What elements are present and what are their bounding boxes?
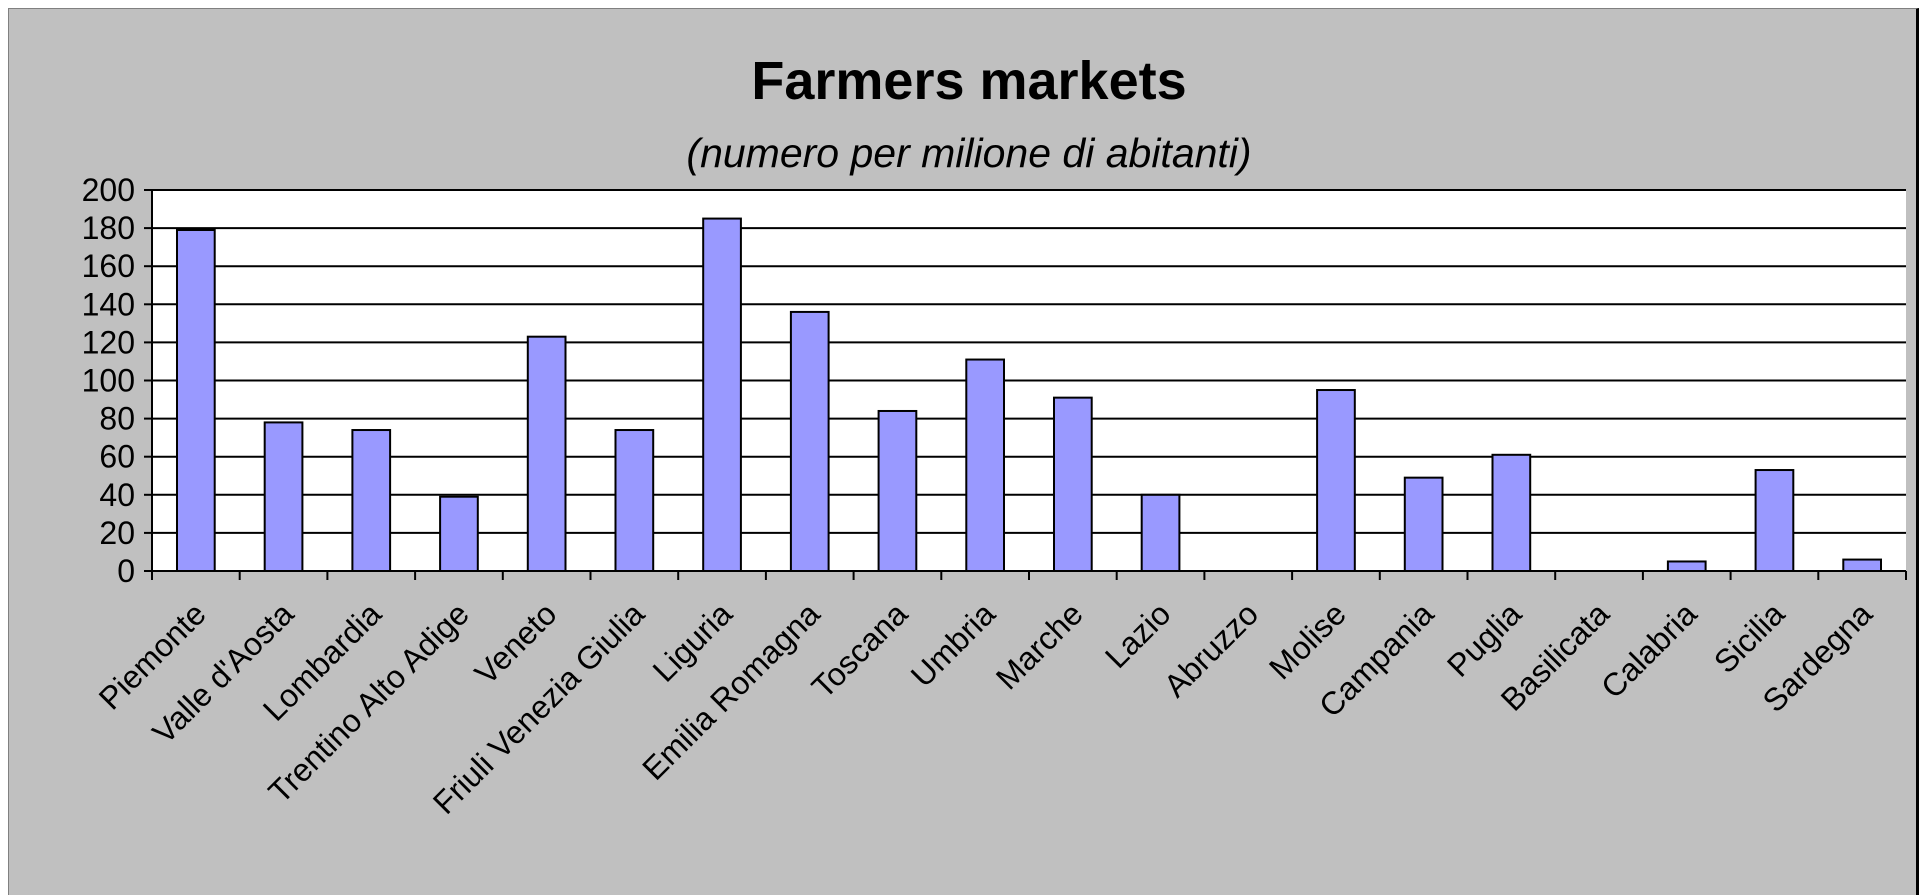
y-tick-label: 200 [82,172,135,208]
bar [439,495,479,572]
bar [1140,493,1181,572]
bar [175,229,216,572]
bar [351,429,392,572]
bar [526,335,567,572]
bar [877,409,918,573]
x-tick-label: Calabria [1594,595,1704,705]
x-tick-label: Toscana [805,595,915,705]
y-tick-label: 40 [99,477,135,513]
y-tick-label: 180 [82,210,135,246]
bar [965,358,1006,573]
bar [789,310,830,572]
bars [175,217,1883,573]
x-tick-label: Marche [989,595,1090,696]
chart-title: Farmers markets [751,51,1186,111]
y-tick-label: 160 [82,248,135,284]
chart-frame: Farmers markets (numero per milione di a… [8,8,1919,895]
bar [1403,476,1444,572]
bar-chart: Farmers markets (numero per milione di a… [82,51,1907,821]
y-tick-label: 80 [99,401,135,437]
x-tick-label: Umbria [904,595,1003,694]
y-tick-label: 0 [117,553,135,589]
bar [1666,560,1707,572]
y-tick-label: 120 [82,324,135,360]
y-tick-label: 140 [82,286,135,322]
y-tick-label: 20 [99,515,135,551]
bar [1491,453,1532,573]
y-tick-label: 100 [82,363,135,399]
bar [702,217,742,572]
grid-lines [152,189,1906,572]
y-tick-label: 60 [99,439,135,475]
chart-subtitle: (numero per milione di abitanti) [686,130,1251,176]
bar [1842,558,1883,573]
x-tick-label: Sicilia [1707,595,1792,680]
bar [1052,396,1093,572]
x-tick-label: Abruzzo [1157,595,1265,703]
bar [1316,389,1356,572]
bar [1754,469,1795,572]
x-tick-label: Lazio [1098,595,1178,675]
bar [263,421,304,572]
bar [614,429,655,572]
